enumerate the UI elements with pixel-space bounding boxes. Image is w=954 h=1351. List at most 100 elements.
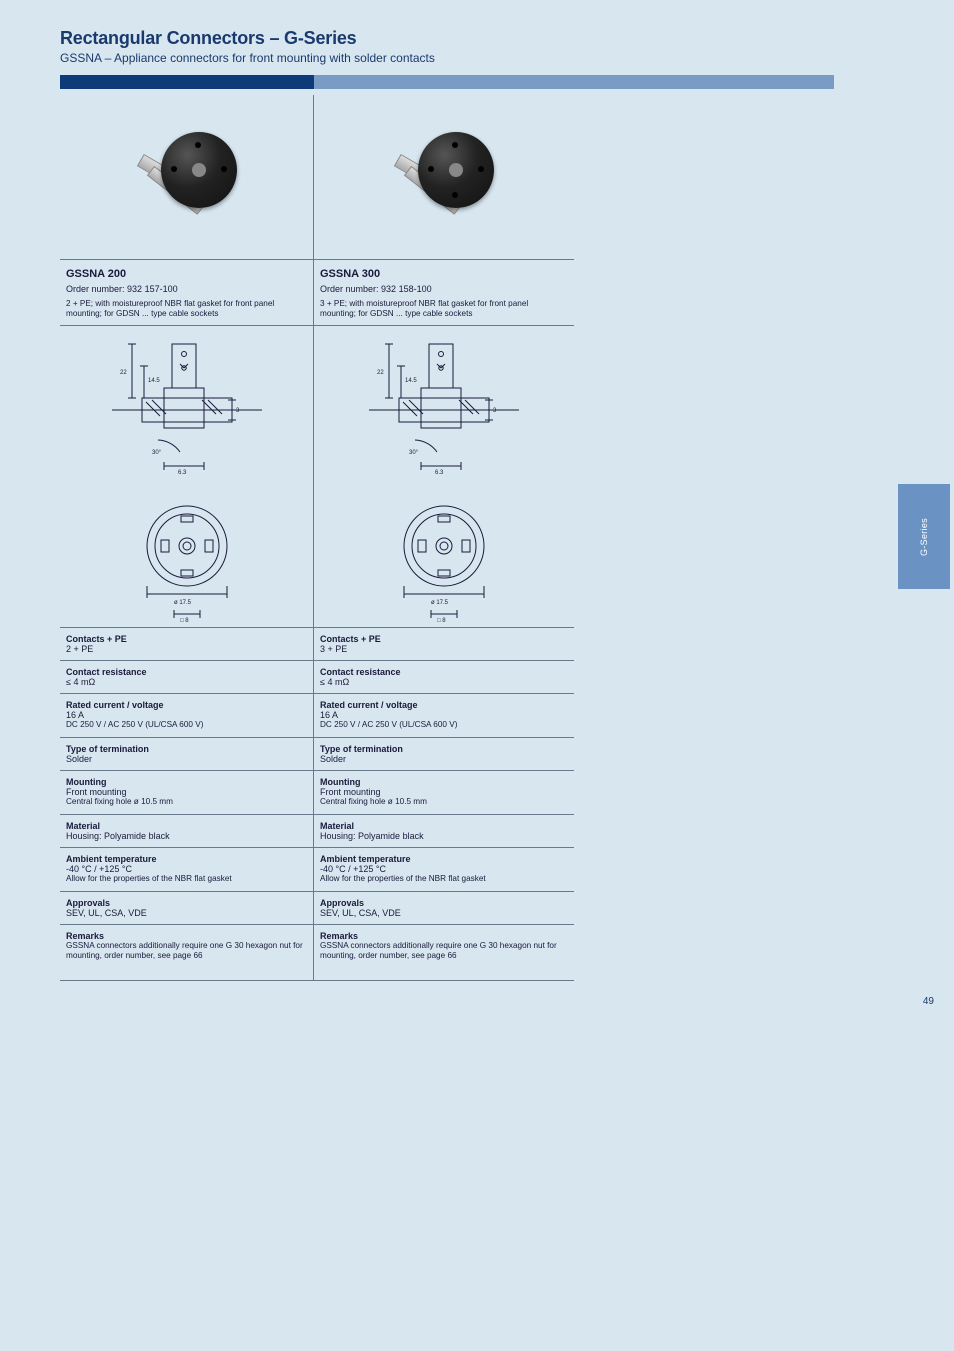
row-temp-b: Ambient temperature -40 °C / +125 °C All… [314,848,574,892]
row-mount-val1-a: Front mounting [66,787,303,797]
order-label-a: Order number: [66,284,125,294]
row-mount-a: Mounting Front mounting Central fixing h… [60,771,314,815]
drawing-cell-a: 22 14.5 3 6.3 30° [60,326,314,628]
row-mount-val2-b: Central fixing hole ø 10.5 mm [320,797,564,807]
tech-drawing-side-b: 22 14.5 3 6.3 30° [359,336,529,476]
order-number-b: 932 158-100 [381,284,432,294]
name-cell-b: GSSNA 300 Order number: 932 158-100 3 + … [314,260,574,326]
row-term-label-a: Type of termination [66,744,303,754]
row-temp-label-b: Ambient temperature [320,854,564,864]
row-term-val-a: Solder [66,754,303,764]
dim-sq-b: □ 8 [437,618,446,624]
order-number-a: 932 157-100 [127,284,178,294]
row-mount-label-a: Mounting [66,777,303,787]
row-remarks-val-a: GSSNA connectors additionally require on… [66,941,303,962]
row-mount-val2-a: Central fixing hole ø 10.5 mm [66,797,303,807]
row-temp-val2-b: Allow for the properties of the NBR flat… [320,874,564,884]
page-title: Rectangular Connectors – G-Series [60,28,894,49]
page-header: Rectangular Connectors – G-Series GSSNA … [60,28,894,89]
header-underline-inner [60,75,314,89]
row-approvals-label-a: Approvals [66,898,303,908]
spec-grid: GSSNA 200 Order number: 932 157-100 2 + … [60,95,574,981]
page-number: 49 [923,996,934,1007]
row-remarks-label-b: Remarks [320,931,564,941]
dim-ang-a: 30° [152,450,162,456]
row-temp-val1-b: -40 °C / +125 °C [320,864,564,874]
row-approvals-val-a: SEV, UL, CSA, VDE [66,908,303,918]
drawing-cell-b: 22 14.5 3 6.3 30° [314,326,574,628]
row-temp-label-a: Ambient temperature [66,854,303,864]
row-material-v-a: Polyamide black [104,831,170,841]
dim-h1-a: 22 [120,370,127,376]
dim-h1-b: 22 [377,370,384,376]
dim-dia-a: ø 17.5 [174,600,192,606]
row-rating-val2-b: DC 250 V / AC 250 V (UL/CSA 600 V) [320,720,564,730]
row-remarks-a: Remarks GSSNA connectors additionally re… [60,925,314,981]
row-mount-val1-b: Front mounting [320,787,564,797]
dim-ang-b: 30° [409,450,419,456]
row-approvals-b: Approvals SEV, UL, CSA, VDE [314,892,574,925]
page-subtitle: GSSNA – Appliance connectors for front m… [60,51,894,65]
row-resistance-val-a: ≤ 4 mΩ [66,677,303,687]
product-image-b [382,122,502,242]
tech-drawing-front-a: ø 17.5 □ 8 [102,494,272,624]
row-rating-val1-a: 16 A [66,710,303,720]
row-resistance-label-a: Contact resistance [66,667,303,677]
row-approvals-val-b: SEV, UL, CSA, VDE [320,908,564,918]
dim-tab-b: 6.3 [435,470,444,476]
row-term-label-b: Type of termination [320,744,564,754]
row-material-v-b: Polyamide black [358,831,424,841]
row-rating-val1-b: 16 A [320,710,564,720]
product-name-a: GSSNA 200 [66,268,305,282]
dim-tab-a: 6.3 [178,470,187,476]
photo-cell-b [314,95,574,260]
header-underline-outer [60,75,834,89]
row-mount-label-b: Mounting [320,777,564,787]
row-resistance-label-b: Contact resistance [320,667,564,677]
row-contacts-val-b: 3 + PE [320,644,564,654]
dim-sq-a: □ 8 [180,618,189,624]
row-contacts-label-b: Contacts + PE [320,634,564,644]
tech-drawing-front-b: ø 17.5 □ 8 [359,494,529,624]
product-name-b: GSSNA 300 [320,268,566,282]
row-material-a: Material Housing: Polyamide black [60,815,314,848]
row-term-b: Type of termination Solder [314,738,574,771]
row-resistance-b: Contact resistance ≤ 4 mΩ [314,661,574,694]
row-remarks-label-a: Remarks [66,931,303,941]
dim-h2-a: 14.5 [148,378,160,384]
tech-drawing-side-a: 22 14.5 3 6.3 30° [102,336,272,476]
row-temp-a: Ambient temperature -40 °C / +125 °C All… [60,848,314,892]
row-contacts-b: Contacts + PE 3 + PE [314,628,574,661]
row-rating-label-a: Rated current / voltage [66,700,303,710]
row-temp-val1-a: -40 °C / +125 °C [66,864,303,874]
row-approvals-a: Approvals SEV, UL, CSA, VDE [60,892,314,925]
dim-h2-b: 14.5 [405,378,417,384]
row-resistance-a: Contact resistance ≤ 4 mΩ [60,661,314,694]
row-rating-val2-a: DC 250 V / AC 250 V (UL/CSA 600 V) [66,720,303,730]
row-rating-b: Rated current / voltage 16 A DC 250 V / … [314,694,574,738]
row-remarks-b: Remarks GSSNA connectors additionally re… [314,925,574,981]
order-label-b: Order number: [320,284,379,294]
photo-cell-a [60,95,314,260]
dim-pitch-b: 3 [493,408,497,414]
row-term-a: Type of termination Solder [60,738,314,771]
row-remarks-val-b: GSSNA connectors additionally require on… [320,941,564,962]
product-image-a [125,122,245,242]
row-contacts-val-a: 2 + PE [66,644,303,654]
product-desc-b: 3 + PE; with moistureproof NBR flat gask… [320,299,566,320]
row-material-k-a: Housing: [66,831,102,841]
row-material-k-b: Housing: [320,831,356,841]
row-temp-val2-a: Allow for the properties of the NBR flat… [66,874,303,884]
row-resistance-val-b: ≤ 4 mΩ [320,677,564,687]
row-term-val-b: Solder [320,754,564,764]
row-mount-b: Mounting Front mounting Central fixing h… [314,771,574,815]
row-rating-a: Rated current / voltage 16 A DC 250 V / … [60,694,314,738]
row-material-b: Material Housing: Polyamide black [314,815,574,848]
product-desc-a: 2 + PE; with moistureproof NBR flat gask… [66,299,305,320]
dim-dia-b: ø 17.5 [431,600,449,606]
row-rating-label-b: Rated current / voltage [320,700,564,710]
row-material-label-a: Material [66,821,303,831]
name-cell-a: GSSNA 200 Order number: 932 157-100 2 + … [60,260,314,326]
dim-pitch-a: 3 [236,408,240,414]
row-contacts-a: Contacts + PE 2 + PE [60,628,314,661]
